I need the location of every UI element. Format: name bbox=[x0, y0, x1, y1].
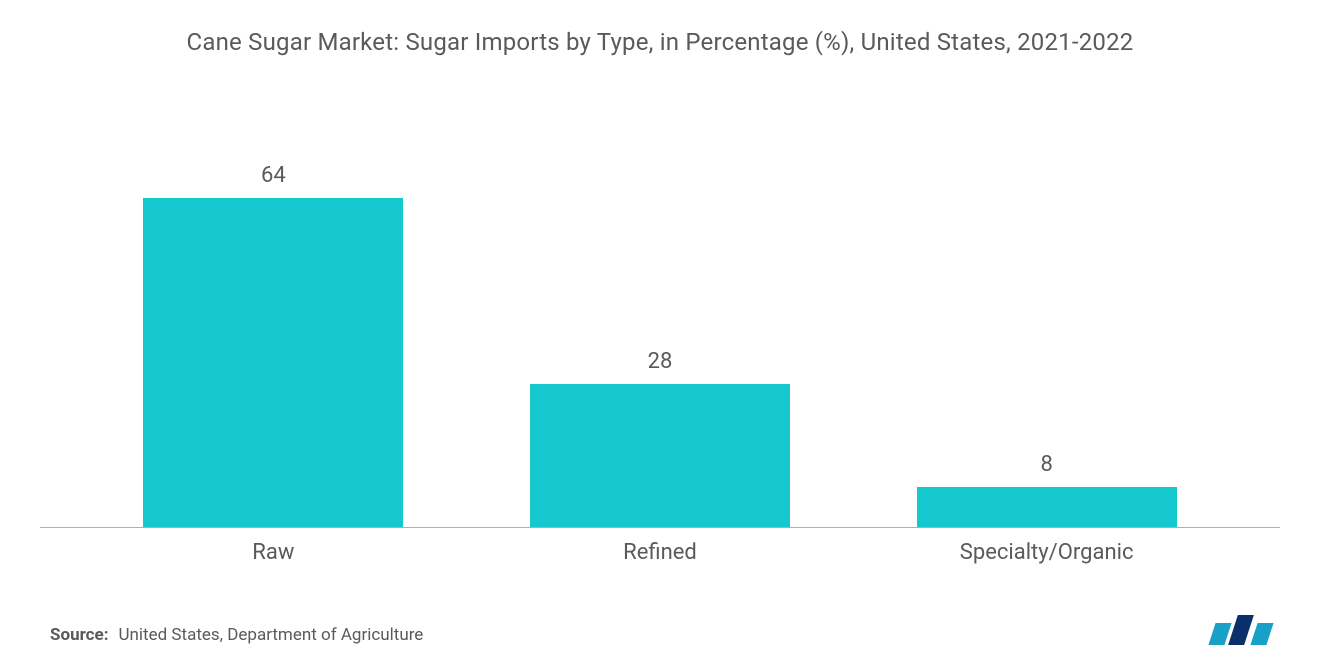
category-label: Refined bbox=[510, 540, 810, 565]
brand-logo bbox=[1212, 615, 1270, 645]
bars-row: 64 28 8 bbox=[40, 96, 1280, 528]
category-label: Specialty/Organic bbox=[897, 540, 1197, 565]
bar bbox=[917, 487, 1177, 528]
bar bbox=[530, 384, 790, 528]
bar bbox=[143, 198, 403, 528]
bar-value-label: 28 bbox=[648, 349, 673, 374]
bar-group: 28 bbox=[510, 349, 810, 528]
bar-value-label: 64 bbox=[261, 163, 286, 188]
logo-bar-2-icon bbox=[1228, 615, 1254, 645]
source-attribution: Source: United States, Department of Agr… bbox=[50, 625, 423, 645]
chart-footer: Source: United States, Department of Agr… bbox=[40, 615, 1280, 645]
x-axis-line bbox=[40, 527, 1280, 528]
logo-bar-3-icon bbox=[1250, 623, 1273, 645]
category-labels-row: Raw Refined Specialty/Organic bbox=[40, 528, 1280, 565]
category-label: Raw bbox=[123, 540, 423, 565]
source-label: Source: bbox=[50, 625, 108, 645]
bar-value-label: 8 bbox=[1040, 452, 1052, 477]
bar-group: 8 bbox=[897, 452, 1197, 528]
chart-container: Cane Sugar Market: Sugar Imports by Type… bbox=[0, 0, 1320, 665]
source-text: United States, Department of Agriculture bbox=[118, 625, 423, 645]
bar-group: 64 bbox=[123, 163, 423, 528]
plot-area: 64 28 8 bbox=[40, 96, 1280, 528]
chart-title: Cane Sugar Market: Sugar Imports by Type… bbox=[40, 28, 1280, 56]
